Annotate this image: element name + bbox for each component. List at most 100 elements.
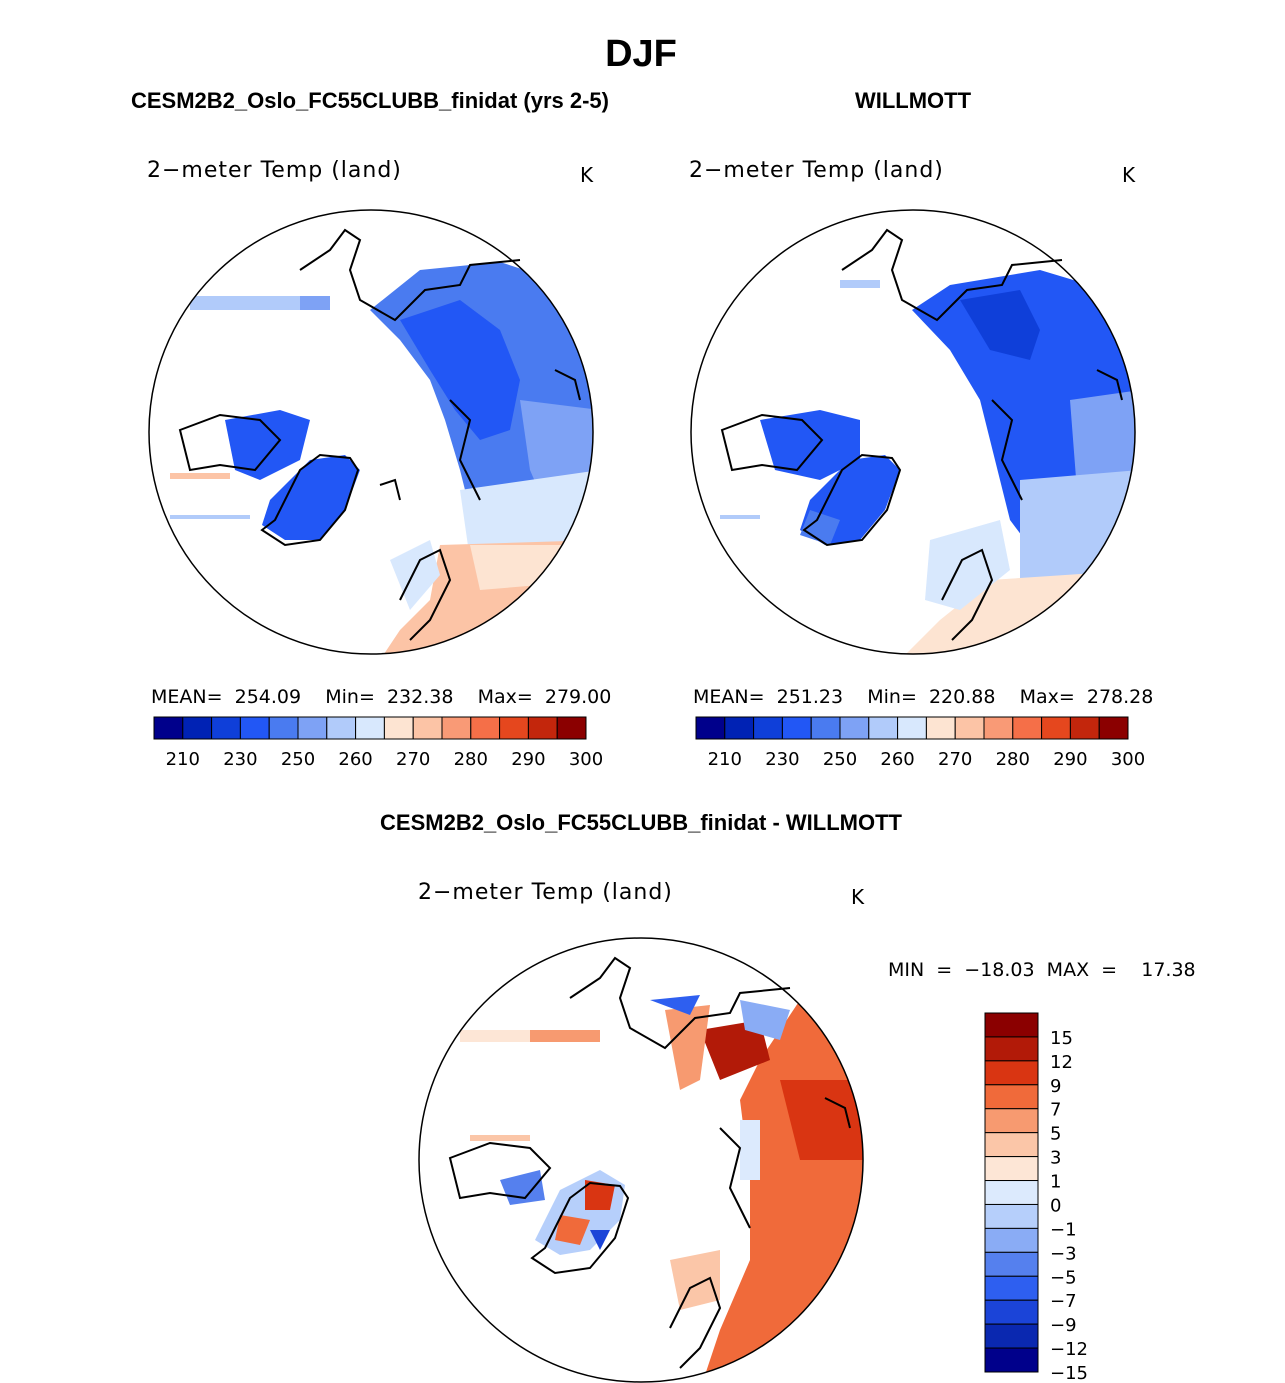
colorbar1-tick-label: 250: [281, 749, 315, 770]
figure-title: DJF: [605, 33, 677, 75]
colorbar1-swatch: [239, 716, 270, 740]
colorbar3-swatch: [984, 1203, 1039, 1229]
colorbar3-tick-label: 7: [1050, 1100, 1061, 1121]
colorbar2-tick-label: 280: [996, 749, 1030, 770]
colorbar1-tick-label: 210: [166, 749, 200, 770]
colorbar1-swatch: [153, 716, 184, 740]
panel3-heading: CESM2B2_Oslo_FC55CLUBB_finidat - WILLMOT…: [380, 810, 902, 835]
colorbar3-swatch: [984, 1347, 1039, 1373]
colorbar3-tick-label: −5: [1050, 1267, 1077, 1288]
colorbar3-swatch: [984, 1036, 1039, 1062]
colorbar3-swatch: [984, 1323, 1039, 1349]
colorbar3-tick-label: −15: [1050, 1363, 1088, 1383]
colorbar3-swatch: [984, 1156, 1039, 1182]
colorbar2-tick-label: 270: [938, 749, 972, 770]
colorbar3-tick-label: −3: [1050, 1243, 1077, 1264]
colorbar3-swatch: [984, 1132, 1039, 1158]
colorbar3-tick-label: −1: [1050, 1219, 1077, 1240]
colorbar1-tick-label: 280: [454, 749, 488, 770]
colorbar2-swatch: [868, 716, 899, 740]
map3-field: [460, 990, 863, 1382]
panel1-stats: MEAN= 254.09 Min= 232.38 Max= 279.00: [151, 686, 611, 708]
colorbar3-tick-label: 1: [1050, 1172, 1061, 1193]
colorbar3-swatch: [984, 1251, 1039, 1277]
colorbar2-tick-label: 210: [708, 749, 742, 770]
panel2-variable: 2−meter Temp (land): [689, 158, 944, 183]
colorbar2-swatch: [724, 716, 755, 740]
panel2-heading: WILLMOTT: [855, 88, 972, 113]
colorbar3-swatch: [984, 1180, 1039, 1205]
panel3-units: K: [851, 885, 865, 909]
colorbar3-tick-label: −7: [1050, 1291, 1077, 1312]
map1-coastlines: [178, 228, 581, 641]
colorbar3-swatch: [984, 1060, 1039, 1086]
colorbar1-swatch: [556, 716, 587, 740]
colorbar3-tick-label: 15: [1050, 1028, 1073, 1049]
colorbar3-swatch: [984, 1227, 1039, 1253]
colorbar2-swatch: [1098, 716, 1129, 740]
colorbar2-swatch: [925, 716, 956, 740]
colorbar1-swatch: [268, 716, 299, 740]
colorbar2-swatch: [839, 716, 870, 740]
colorbar2-swatch: [695, 716, 726, 740]
colorbar2-tick-label: 260: [880, 749, 914, 770]
colorbar1-swatch: [297, 716, 328, 740]
colorbar2-swatch: [753, 716, 783, 740]
colorbar-panel-1: 210 230 250 260 270 280 290 300: [153, 716, 603, 770]
colorbar3-tick-label: 0: [1050, 1195, 1061, 1216]
map-panel-3: [418, 937, 864, 1383]
colorbar2-swatch: [1041, 716, 1071, 740]
colorbar1-tick-label: 260: [338, 749, 372, 770]
colorbar2-swatch: [983, 716, 1014, 740]
colorbar2-swatch: [897, 716, 927, 740]
map1-field: [170, 262, 593, 654]
colorbar1-swatch: [441, 716, 472, 740]
colorbar-panel-3: 15 12 9 7 5 3 10 −1 −3 −5 −7 −9 −12 −15: [984, 1012, 1088, 1383]
colorbar3-tick-label: −9: [1050, 1315, 1077, 1336]
colorbar2-swatch: [1069, 716, 1100, 740]
map3-coastlines: [448, 956, 851, 1369]
colorbar1-swatch: [211, 716, 241, 740]
colorbar1-swatch: [499, 716, 529, 740]
colorbar1-swatch: [326, 716, 357, 740]
panel2-stats: MEAN= 251.23 Min= 220.88 Max= 278.28: [693, 686, 1153, 708]
colorbar2-tick-label: 290: [1053, 749, 1087, 770]
colorbar2-swatch: [954, 716, 985, 740]
colorbar1-swatch: [355, 716, 385, 740]
panel1-units: K: [580, 163, 594, 187]
colorbar2-swatch: [781, 716, 812, 740]
colorbar3-tick-label: 3: [1050, 1148, 1061, 1169]
panel3-variable: 2−meter Temp (land): [418, 880, 673, 905]
colorbar1-tick-label: 230: [223, 749, 257, 770]
map2-coastlines: [720, 228, 1123, 641]
map-panel-1: [148, 209, 594, 655]
colorbar2-tick-label: 300: [1111, 749, 1145, 770]
colorbar3-swatch: [984, 1299, 1039, 1325]
colorbar1-tick-label: 300: [569, 749, 603, 770]
colorbar2-tick-label: 230: [765, 749, 799, 770]
map2-field: [720, 270, 1135, 654]
colorbar3-tick-label: 9: [1050, 1076, 1061, 1097]
colorbar-panel-2: 210 230 250 260 270 280 290 300: [695, 716, 1145, 770]
panel3-stats: MIN = −18.03 MAX = 17.38: [888, 959, 1196, 981]
colorbar2-tick-label: 250: [823, 749, 857, 770]
map-panel-2: [690, 209, 1136, 655]
colorbar3-swatch: [984, 1012, 1039, 1038]
colorbar1-swatch: [383, 716, 414, 740]
colorbar1-swatch: [527, 716, 558, 740]
colorbar1-swatch: [182, 716, 213, 740]
colorbar3-tick-label: −12: [1050, 1339, 1088, 1360]
colorbar1-swatch: [412, 716, 443, 740]
colorbar2-swatch: [1012, 716, 1043, 740]
panel1-variable: 2−meter Temp (land): [147, 158, 402, 183]
colorbar3-tick-label: 5: [1050, 1124, 1061, 1145]
colorbar1-tick-label: 270: [396, 749, 430, 770]
panel1-heading: CESM2B2_Oslo_FC55CLUBB_finidat (yrs 2-5): [131, 88, 609, 113]
colorbar3-swatch: [984, 1108, 1039, 1134]
colorbar3-swatch: [984, 1275, 1039, 1301]
colorbar3-swatch: [984, 1084, 1039, 1110]
colorbar3-tick-label: 12: [1050, 1052, 1073, 1073]
colorbar1-tick-label: 290: [511, 749, 545, 770]
colorbar2-swatch: [810, 716, 841, 740]
